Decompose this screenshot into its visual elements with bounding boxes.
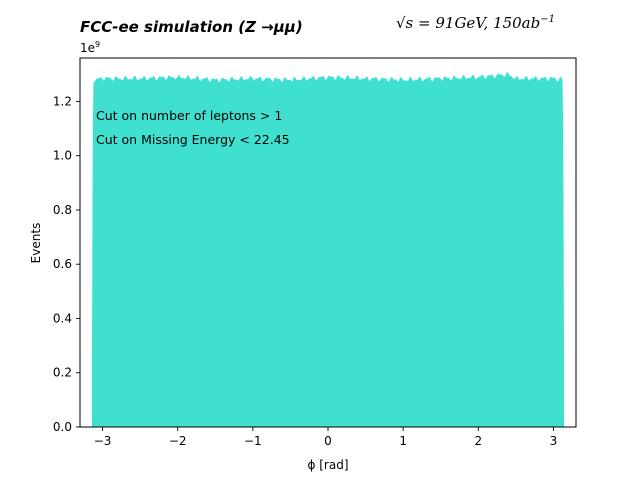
- y-tick-label: 0.8: [53, 203, 72, 217]
- x-tick-label: −1: [244, 434, 262, 448]
- x-axis-ticks: −3 −2 −1 0 1 2 3: [94, 427, 558, 448]
- title-left: FCC-ee simulation (Z →μμ): [80, 18, 303, 36]
- title-right-main: √s = 91GeV, 150ab: [396, 14, 541, 32]
- y-tick-label: 0.2: [53, 366, 72, 380]
- y-offset-exponent: 9: [95, 40, 101, 49]
- x-tick-label: 0: [324, 434, 332, 448]
- title-right-exponent: −1: [540, 14, 555, 25]
- y-tick-label: 0.0: [53, 420, 72, 434]
- title-right: √s = 91GeV, 150ab−1: [396, 14, 555, 32]
- x-tick-label: −2: [169, 434, 187, 448]
- y-axis-label: Events: [29, 223, 43, 264]
- annotation-leptons-cut: Cut on number of leptons > 1: [96, 108, 282, 123]
- y-tick-label: 0.4: [53, 311, 72, 325]
- y-tick-label: 0.6: [53, 257, 72, 271]
- y-axis-ticks: 0.0 0.2 0.4 0.6 0.8 1.0 1.2: [53, 94, 80, 434]
- y-tick-label: 1.2: [53, 94, 72, 108]
- y-offset-label: 1e9: [80, 40, 100, 55]
- histogram-area: [91, 72, 565, 427]
- y-tick-label: 1.0: [53, 149, 72, 163]
- x-tick-label: 1: [399, 434, 407, 448]
- x-tick-label: −3: [94, 434, 112, 448]
- x-tick-label: 2: [474, 434, 482, 448]
- y-offset-base: 1e: [80, 41, 96, 55]
- x-axis-label: ϕ [rad]: [308, 458, 349, 472]
- annotation-missing-energy-cut: Cut on Missing Energy < 22.45: [96, 132, 290, 147]
- x-tick-label: 3: [550, 434, 558, 448]
